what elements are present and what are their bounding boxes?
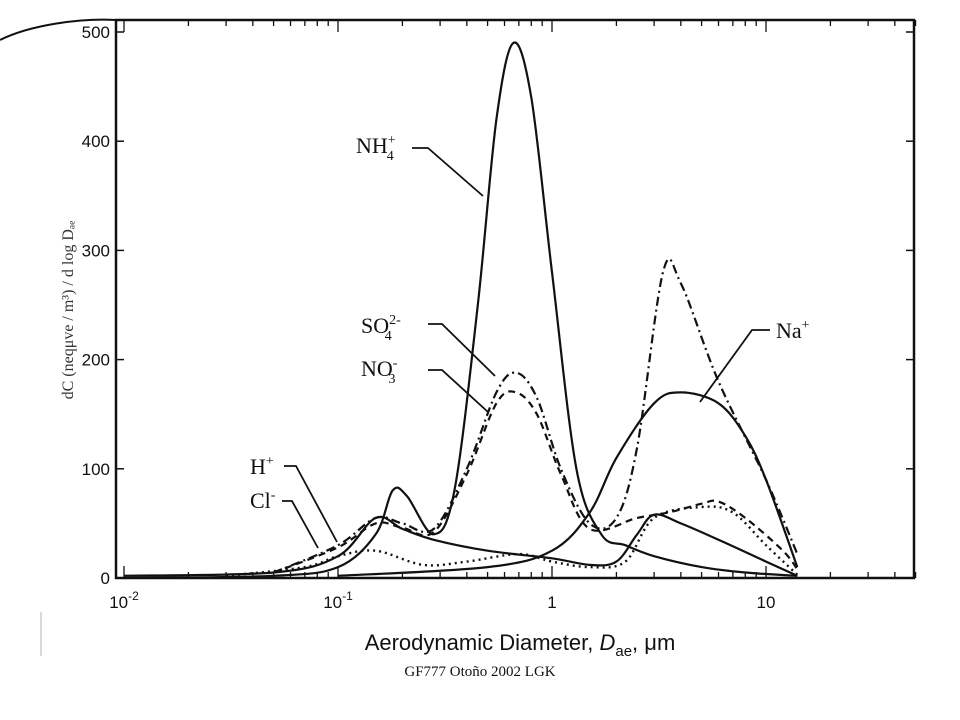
x-tick-label: 1 [547, 593, 556, 612]
y-tick-label: 300 [82, 241, 110, 260]
y-tick-label: 400 [82, 132, 110, 151]
y-tick-label: 0 [101, 569, 110, 588]
na-label-leader [699, 329, 770, 403]
no3-label: NO-3 [361, 356, 398, 387]
x-tick-label: 10-2 [109, 589, 139, 612]
x-axis-label-unit: μm [644, 630, 675, 655]
footer-caption: GF777 Otoño 2002 LGK [404, 664, 556, 680]
x-axis-label-sub: ae [615, 643, 632, 660]
scan-margin-line [40, 612, 42, 656]
series-line-na- [337, 391, 799, 577]
h-label-leader [284, 465, 338, 543]
y-tick-label: 200 [82, 351, 110, 370]
h-label: H+ [250, 454, 274, 479]
series-line-nh4- [123, 41, 798, 580]
nh4-label-leader [412, 147, 484, 197]
cl-label: Cl- [250, 488, 276, 513]
cl-label-leader [282, 500, 319, 549]
axis-ticks: 0 100 200 300 400 500 10-2 10-1 1 10 [82, 20, 917, 612]
x-tick-label: 10-1 [323, 589, 353, 612]
series-line-so4-2- [273, 257, 799, 574]
series-line-cl- [225, 505, 799, 577]
na-label: Na+ [776, 318, 810, 343]
nh4-label: NH+ 4 [356, 133, 396, 164]
x-tick-label: 10 [757, 593, 776, 612]
so4-label: SO2-4 [361, 313, 401, 344]
no3-label-leader [428, 369, 489, 413]
scan-edge-curve [0, 18, 117, 41]
leader-lines [282, 147, 770, 549]
y-tick-label: 100 [82, 460, 110, 479]
so4-label-leader [428, 323, 496, 377]
x-axis-label-text: Aerodynamic Diameter, [365, 630, 594, 655]
y-tick-label: 500 [82, 23, 110, 42]
series-labels: NH+ 4 SO2-4 NO-3 H+ Cl- Na+ [250, 133, 810, 513]
plot-frame [114, 18, 916, 580]
x-axis-label: Aerodynamic Diameter, Dae, μm [365, 630, 676, 660]
series-group [123, 41, 799, 580]
x-axis-label-var: D [599, 630, 615, 655]
y-axis-label: dC (neqμve / m³) / d log Dₐₑ [60, 221, 77, 400]
